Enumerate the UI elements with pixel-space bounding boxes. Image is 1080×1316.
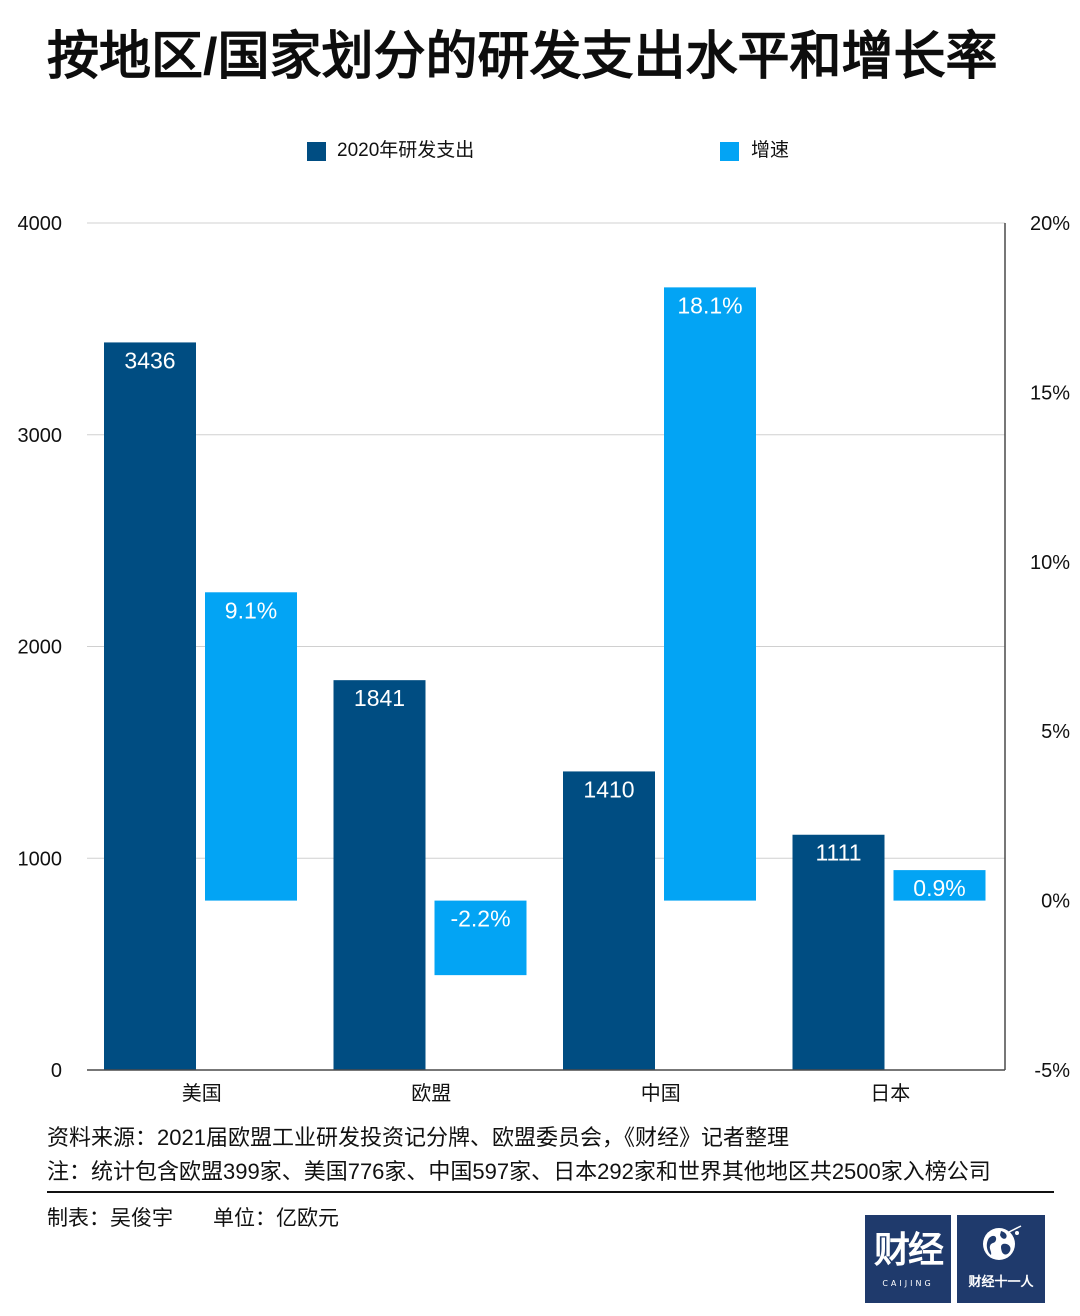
legend-swatch-rd-spending (307, 142, 326, 161)
x-category-label: 中国 (641, 1082, 681, 1105)
y-right-tick-label: 10% (1030, 552, 1070, 574)
growth-rate-bar-value-label: -2.2% (450, 906, 510, 932)
y-right-tick-label: 5% (1041, 721, 1070, 743)
rd-spending-bar-2 (563, 771, 655, 1070)
bar-chart: 0 1000 2000 3000 4000 -5% 0% 5% 10% 15% 20% 3436 9.1… (18, 213, 1071, 1105)
caijing-logo: 财经 CAIJING (865, 1215, 951, 1303)
source-note: 资料来源：2021届欧盟工业研发投资记分牌、欧盟委员会，《财经》记者整理 (47, 1125, 789, 1150)
caijing-logo-subtext: CAIJING (882, 1279, 934, 1288)
y-right-tick-label: 20% (1030, 213, 1070, 235)
rd-spending-bar-value-label: 1111 (815, 840, 861, 866)
growth-rate-bar-value-label: 9.1% (225, 597, 277, 623)
growth-rate-bar-2 (664, 287, 756, 901)
growth-rate-bar-1 (434, 900, 527, 976)
y-right-tick-label: -5% (1034, 1060, 1070, 1082)
y-left-tick-label: 2000 (18, 637, 63, 659)
y-left-tick-label: 4000 (18, 213, 63, 235)
y-left-tick-label: 3000 (18, 425, 63, 447)
growth-rate-bar-value-label: 0.9% (913, 875, 965, 901)
caijing-logo-text: 财经 (873, 1230, 944, 1271)
footer-divider (47, 1191, 1054, 1193)
growth-rate-bar-0 (205, 592, 297, 901)
globe-icon (983, 1225, 1022, 1260)
rd-spending-bar-value-label: 1410 (583, 776, 634, 802)
growth-rate-bar-3 (893, 870, 986, 901)
caijing-eleven-logo: 财经十一人 (957, 1215, 1045, 1303)
x-category-label: 日本 (870, 1082, 910, 1105)
y-right-tick-label: 0% (1041, 891, 1070, 913)
legend-swatch-growth (720, 142, 739, 161)
chart-maker: 制表：吴俊宇 (47, 1207, 173, 1230)
y-left-tick-label: 1000 (18, 848, 63, 870)
x-category-label: 欧盟 (411, 1082, 451, 1105)
footnote: 注：统计包含欧盟399家、美国776家、中国597家、日本292家和世界其他地区… (47, 1159, 991, 1184)
legend-label-growth: 增速 (751, 140, 790, 161)
unit-note: 单位：亿欧元 (213, 1207, 339, 1230)
rd-spending-bar-3 (792, 834, 885, 1070)
rd-spending-bar-1 (333, 680, 426, 1070)
y-left-tick-label: 0 (51, 1060, 62, 1082)
x-category-label: 美国 (182, 1082, 222, 1105)
rd-spending-bar-value-label: 1841 (354, 685, 405, 711)
chart-title: 按地区/国家划分的研发支出水平和增长率 (47, 28, 998, 86)
caijing-eleven-logo-text: 财经十一人 (968, 1275, 1034, 1290)
rd-spending-bar-value-label: 3436 (124, 347, 175, 373)
rd-spending-bar-0 (104, 342, 196, 1070)
y-right-tick-label: 15% (1030, 382, 1070, 404)
growth-rate-bar-value-label: 18.1% (677, 292, 742, 318)
legend-label-rd-spending: 2020年研发支出 (337, 140, 475, 161)
